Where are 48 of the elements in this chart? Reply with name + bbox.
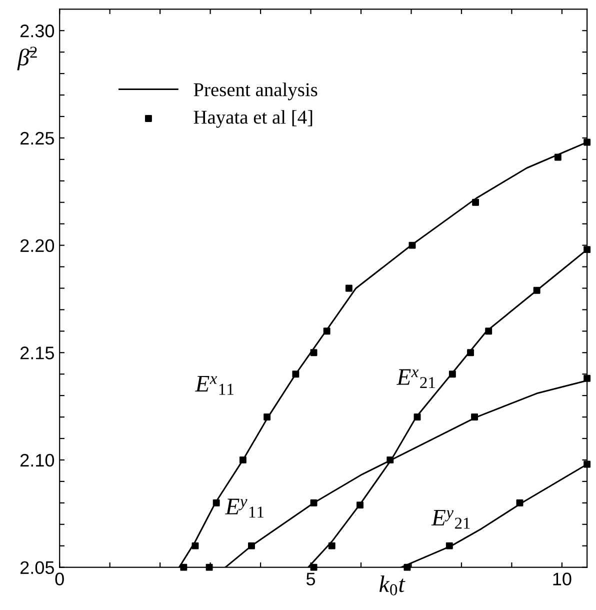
point bbox=[584, 138, 591, 146]
point bbox=[533, 286, 540, 294]
legend-label: Present analysis bbox=[194, 82, 318, 100]
annotation: E$^{y}$$_{11}$ bbox=[225, 498, 264, 518]
point bbox=[472, 198, 480, 206]
point bbox=[584, 374, 591, 382]
y-tick-label: 2.10 bbox=[20, 454, 54, 467]
y-tick-label: 2.05 bbox=[20, 561, 54, 574]
point bbox=[448, 370, 456, 378]
point bbox=[584, 246, 591, 254]
point bbox=[404, 564, 411, 571]
point bbox=[485, 328, 492, 335]
point bbox=[310, 499, 318, 506]
point bbox=[180, 564, 188, 571]
point bbox=[328, 542, 336, 550]
point bbox=[356, 502, 364, 509]
point bbox=[516, 499, 524, 506]
point bbox=[471, 414, 478, 420]
y-tick-label: 2.20 bbox=[20, 239, 54, 252]
point bbox=[239, 456, 246, 464]
annotation: E$^{y}$$_{21}$ bbox=[431, 510, 470, 529]
y-tick-label: 2.25 bbox=[20, 132, 54, 145]
point bbox=[323, 328, 330, 335]
point bbox=[554, 154, 562, 161]
point bbox=[192, 542, 199, 550]
point bbox=[310, 349, 318, 356]
y-tick-label: 2.30 bbox=[20, 24, 54, 38]
legend-label: Hayata et al [4] bbox=[194, 110, 312, 128]
y-tick-label: 2.15 bbox=[20, 346, 54, 360]
point bbox=[408, 242, 416, 249]
x-tick-label: 5 bbox=[306, 572, 316, 586]
point bbox=[206, 564, 213, 571]
point bbox=[345, 284, 352, 292]
x-axis-title: k$_{0}$t bbox=[379, 576, 406, 596]
annotation: E$^{x}$$_{11}$ bbox=[194, 376, 234, 395]
point bbox=[446, 542, 453, 550]
point bbox=[584, 460, 591, 468]
x-tick-label: 0 bbox=[55, 572, 64, 586]
point bbox=[467, 349, 474, 356]
y-axis-title: β̄$^{2}$ bbox=[17, 46, 37, 70]
point bbox=[212, 499, 220, 506]
point bbox=[414, 414, 421, 420]
point bbox=[248, 542, 255, 550]
x-tick-label: 10 bbox=[553, 572, 572, 586]
annotation: E$^{x}$$_{21}$ bbox=[396, 369, 435, 388]
point bbox=[386, 456, 394, 464]
point bbox=[264, 414, 271, 420]
point bbox=[292, 370, 300, 378]
